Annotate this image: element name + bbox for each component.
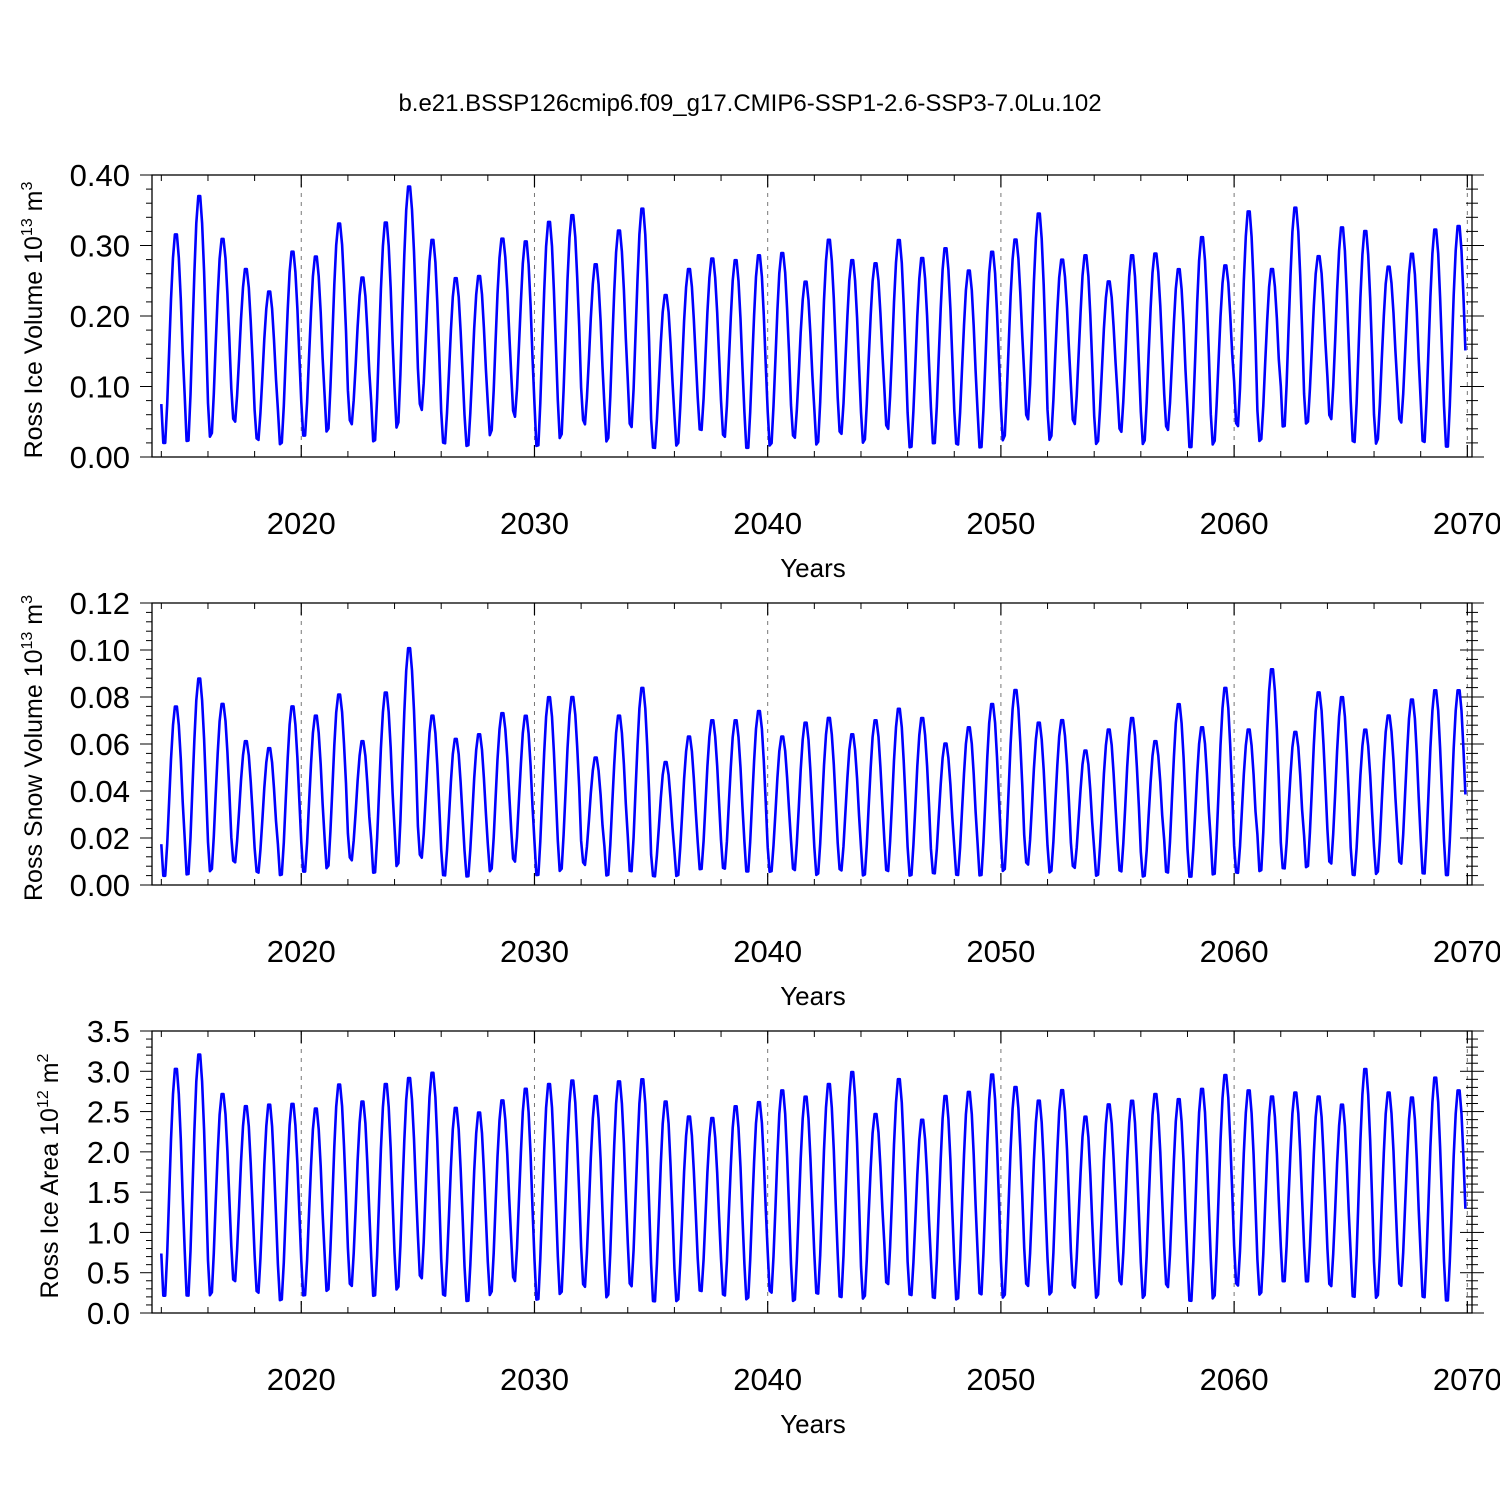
series-line-1 xyxy=(160,185,1467,450)
x-tick-label: 2050 xyxy=(966,934,1035,969)
x-tick-label: 2060 xyxy=(1200,1362,1269,1397)
panel-1: 2020 2030 2040 2050 2060 2070 0.00 0.10 0.20 0.30… xyxy=(19,158,1500,583)
x-tick-label: 2020 xyxy=(267,506,336,541)
y-tick-label: 3.0 xyxy=(87,1054,130,1089)
x-tick-label: 2030 xyxy=(500,506,569,541)
y-tick-label: 2.0 xyxy=(87,1135,130,1170)
y-tick-label: 0.00 xyxy=(70,868,130,903)
plot-frame xyxy=(151,1030,1473,1314)
panel-2: 2020 2030 2040 2050 2060 2070 0.00 0.02 0.04 0.06… xyxy=(19,586,1500,1011)
figure-title: b.e21.BSSP126cmip6.f09_g17.CMIP6-SSP1-2.… xyxy=(398,90,1101,117)
x-tick-label: 2060 xyxy=(1200,934,1269,969)
y-tick-label: 0.12 xyxy=(70,586,130,621)
y-tick-label: 0.02 xyxy=(70,821,130,856)
x-tick-label: 2050 xyxy=(966,506,1035,541)
y-axis-label: Ross Ice Area 1012 m2 xyxy=(35,1053,64,1298)
y-tick-label: 0.20 xyxy=(70,299,130,334)
x-tick-label: 2040 xyxy=(733,506,802,541)
plot-frame xyxy=(151,602,1473,886)
y-tick-label: 0.40 xyxy=(70,158,130,193)
y-tick-label: 1.0 xyxy=(87,1215,130,1250)
x-axis-label: Years xyxy=(780,553,846,583)
y-tick-label: 0.30 xyxy=(70,229,130,264)
panel-3: 2020 2030 2040 2050 2060 2070 0.0 0.5 1.0 1.5 2.0 2… xyxy=(35,1014,1500,1439)
y-tick-label: 3.5 xyxy=(87,1014,130,1049)
series-line-3 xyxy=(160,1053,1467,1303)
x-tick-label: 2070 xyxy=(1433,1362,1500,1397)
y-tick-label: 1.5 xyxy=(87,1175,130,1210)
y-tick-label: 2.5 xyxy=(87,1095,130,1130)
y-axis-label: Ross Ice Volume 1013 m3 xyxy=(19,181,48,458)
y-tick-label: 0.5 xyxy=(87,1256,130,1291)
x-axis-label: Years xyxy=(780,1409,846,1439)
x-tick-label: 2020 xyxy=(267,934,336,969)
x-tick-label: 2020 xyxy=(267,1362,336,1397)
x-axis-label: Years xyxy=(780,981,846,1011)
y-tick-label: 0.10 xyxy=(70,633,130,668)
y-tick-label: 0.0 xyxy=(87,1296,130,1331)
x-tick-label: 2070 xyxy=(1433,506,1500,541)
x-tick-label: 2040 xyxy=(733,1362,802,1397)
series-line-2 xyxy=(160,646,1467,878)
x-tick-label: 2060 xyxy=(1200,506,1269,541)
y-tick-label: 0.10 xyxy=(70,370,130,405)
y-tick-label: 0.04 xyxy=(70,774,130,809)
y-tick-label: 0.06 xyxy=(70,727,130,762)
y-tick-label: 0.08 xyxy=(70,680,130,715)
x-tick-label: 2040 xyxy=(733,934,802,969)
x-tick-label: 2030 xyxy=(500,1362,569,1397)
x-tick-label: 2070 xyxy=(1433,934,1500,969)
y-axis-label: Ross Snow Volume 1013 m3 xyxy=(19,595,48,901)
x-tick-label: 2050 xyxy=(966,1362,1035,1397)
x-tick-label: 2030 xyxy=(500,934,569,969)
y-tick-label: 0.00 xyxy=(70,440,130,475)
panels: 2020 2030 2040 2050 2060 2070 0.00 0.10 0.20 0.30… xyxy=(19,158,1500,1439)
